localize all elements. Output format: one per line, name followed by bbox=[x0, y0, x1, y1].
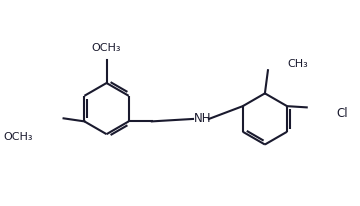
Text: Cl: Cl bbox=[336, 107, 348, 120]
Text: NH: NH bbox=[193, 111, 211, 124]
Text: OCH₃: OCH₃ bbox=[3, 131, 33, 141]
Text: OCH₃: OCH₃ bbox=[92, 43, 121, 53]
Text: CH₃: CH₃ bbox=[287, 59, 308, 68]
